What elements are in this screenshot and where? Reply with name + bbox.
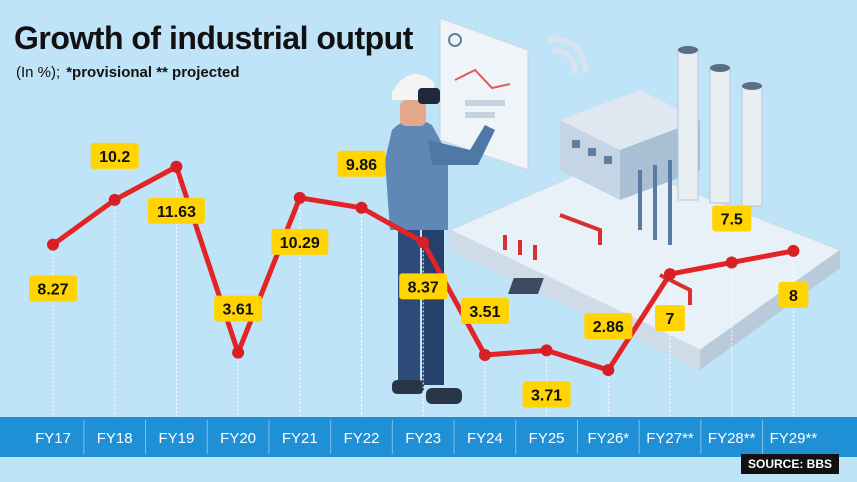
data-label-box (337, 150, 386, 177)
data-point (787, 244, 800, 257)
data-label-box (584, 313, 633, 340)
data-point (417, 236, 430, 249)
data-label-box (90, 142, 139, 169)
x-tick-label: FY28** (708, 430, 756, 447)
x-tick-label: FY21 (282, 430, 318, 447)
x-tick-label: FY22 (344, 430, 380, 447)
source-badge: SOURCE: BBS (740, 454, 839, 474)
data-point (355, 201, 368, 214)
x-tick-label: FY17 (35, 430, 71, 447)
data-label: 11.63 (157, 204, 196, 221)
x-tick-label: FY27** (646, 430, 694, 447)
data-labels: 8.27 10.2 11.63 3.61 10.29 9.86 8.37 3.51 3.71 2.… (29, 142, 809, 408)
data-label-box (147, 197, 205, 224)
data-label-box (522, 381, 571, 408)
data-point (293, 191, 306, 204)
x-tick-label: FY20 (220, 430, 256, 447)
data-label: 10.2 (99, 149, 130, 166)
data-point (602, 364, 615, 377)
x-tick-label: FY23 (405, 430, 441, 447)
data-label: 9.86 (346, 157, 377, 174)
series-points (47, 160, 800, 377)
data-label: 7 (666, 311, 675, 328)
data-label-box (460, 297, 509, 324)
x-tick-label: FY19 (158, 430, 194, 447)
data-label-box (655, 305, 685, 332)
data-point (725, 256, 738, 269)
data-label: 2.86 (593, 319, 624, 336)
data-point (108, 193, 121, 206)
x-axis-ticks (83, 420, 764, 454)
data-label: 8.37 (408, 279, 439, 296)
data-point (170, 160, 183, 173)
data-point (232, 346, 245, 359)
data-point (47, 238, 59, 251)
data-label: 8 (789, 288, 798, 305)
notes-label: *provisional ** projected (66, 64, 240, 81)
data-point (478, 348, 491, 361)
data-label-box (778, 281, 809, 308)
person-with-vr-headset-and-factory-illustration (385, 17, 842, 404)
data-point (540, 344, 553, 357)
data-label: 3.61 (223, 302, 254, 319)
data-point (664, 268, 676, 281)
data-label: 3.71 (531, 387, 562, 404)
x-tick-label: FY25 (529, 430, 565, 447)
data-label-box (271, 228, 329, 255)
x-tick-label: FY26* (587, 430, 629, 447)
data-label-box (712, 205, 752, 232)
x-tick-label: FY18 (97, 430, 133, 447)
data-label: 7.5 (721, 212, 743, 229)
x-axis-band (0, 417, 857, 457)
data-label-box (399, 273, 448, 300)
x-tick-label: FY24 (467, 430, 503, 447)
data-label-box (214, 295, 263, 322)
unit-label: (In %); (16, 64, 61, 81)
data-label-box (29, 275, 77, 302)
x-tick-label: FY29** (770, 430, 818, 447)
chart-subtitle: (In %); *provisional ** projected (16, 64, 240, 81)
data-label: 10.29 (280, 235, 320, 252)
chart-title: Growth of industrial output (14, 20, 413, 56)
data-label: 3.51 (469, 304, 500, 321)
data-label: 8.27 (37, 282, 68, 299)
x-axis-labels: FY17 FY18 FY19 FY20 FY21 FY22 FY23 FY24 FY25 FY26… (35, 430, 817, 447)
